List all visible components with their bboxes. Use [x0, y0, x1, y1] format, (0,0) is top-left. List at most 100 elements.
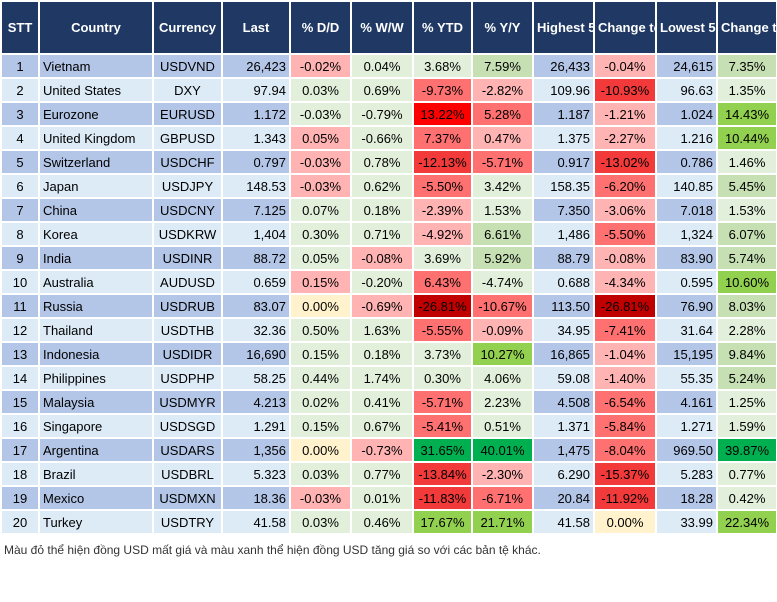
- cell-ytd: -5.55%: [412, 317, 473, 343]
- cell-ww: 0.77%: [350, 461, 414, 487]
- cell-yy: 0.47%: [471, 125, 534, 151]
- cell-high: 0.688: [532, 269, 595, 295]
- cell-low: 24,615: [655, 53, 718, 79]
- cell-ww: 0.04%: [350, 53, 414, 79]
- cell-ww: -0.69%: [350, 293, 414, 319]
- cell-low: 33.99: [655, 509, 718, 535]
- cell-currency: USDMXN: [152, 485, 223, 511]
- cell-cl: 39.87%: [716, 437, 777, 463]
- cell-currency: GBPUSD: [152, 125, 223, 151]
- cell-ch: -0.04%: [593, 53, 657, 79]
- cell-ch: -1.04%: [593, 341, 657, 367]
- cell-ytd: 6.43%: [412, 269, 473, 295]
- table-row: 4 United Kingdom GBPUSD 1.343 0.05% -0.66% 7.3…: [0, 125, 777, 151]
- cell-cl: 8.03%: [716, 293, 777, 319]
- cell-low: 55.35: [655, 365, 718, 391]
- cell-dd: 0.03%: [289, 509, 352, 535]
- cell-cl: 1.46%: [716, 149, 777, 175]
- cell-low: 96.63: [655, 77, 718, 103]
- cell-last: 1,404: [221, 221, 291, 247]
- cell-country: Mexico: [38, 485, 154, 511]
- cell-last: 7.125: [221, 197, 291, 223]
- cell-dd: 0.30%: [289, 221, 352, 247]
- cell-ytd: 7.37%: [412, 125, 473, 151]
- cell-country: Japan: [38, 173, 154, 199]
- cell-currency: USDKRW: [152, 221, 223, 247]
- cell-low: 76.90: [655, 293, 718, 319]
- cell-low: 969.50: [655, 437, 718, 463]
- cell-yy: 40.01%: [471, 437, 534, 463]
- cell-high: 59.08: [532, 365, 595, 391]
- cell-ch: -4.34%: [593, 269, 657, 295]
- cell-country: China: [38, 197, 154, 223]
- cell-high: 88.79: [532, 245, 595, 271]
- cell-currency: USDJPY: [152, 173, 223, 199]
- table-row: 3 Eurozone EURUSD 1.172 -0.03% -0.79% 13.22% 5.…: [0, 101, 777, 127]
- cell-ww: -0.08%: [350, 245, 414, 271]
- cell-stt: 2: [0, 77, 40, 103]
- header-currency: Currency: [152, 0, 223, 55]
- cell-ytd: 0.30%: [412, 365, 473, 391]
- table-row: 19 Mexico USDMXN 18.36 -0.03% 0.01% -11.83% -6.…: [0, 485, 777, 511]
- header-change-h52: Change to H52W: [593, 0, 657, 55]
- table-row: 5 Switzerland USDCHF 0.797 -0.03% 0.78% -12.13…: [0, 149, 777, 175]
- cell-stt: 1: [0, 53, 40, 79]
- cell-last: 1.291: [221, 413, 291, 439]
- cell-last: 97.94: [221, 77, 291, 103]
- table-row: 18 Brazil USDBRL 5.323 0.03% 0.77% -13.84% -2.3…: [0, 461, 777, 487]
- cell-country: Vietnam: [38, 53, 154, 79]
- cell-stt: 7: [0, 197, 40, 223]
- cell-high: 1,486: [532, 221, 595, 247]
- cell-country: Korea: [38, 221, 154, 247]
- cell-country: Eurozone: [38, 101, 154, 127]
- cell-country: Thailand: [38, 317, 154, 343]
- cell-last: 1.343: [221, 125, 291, 151]
- exchange-rate-table: STT Country Currency Last% D/D% W/W% YTD% Y…: [0, 0, 777, 535]
- cell-yy: -4.74%: [471, 269, 534, 295]
- cell-ww: 0.01%: [350, 485, 414, 511]
- cell-last: 16,690: [221, 341, 291, 367]
- table-row: 1 Vietnam USDVND 26,423 -0.02% 0.04% 3.68% 7.59…: [0, 53, 777, 79]
- cell-ww: -0.66%: [350, 125, 414, 151]
- table-row: 2 United States DXY 97.94 0.03% 0.69% -9.73% -2…: [0, 77, 777, 103]
- cell-ch: -13.02%: [593, 149, 657, 175]
- cell-high: 34.95: [532, 317, 595, 343]
- cell-currency: USDARS: [152, 437, 223, 463]
- cell-dd: 0.03%: [289, 461, 352, 487]
- cell-low: 15,195: [655, 341, 718, 367]
- cell-ww: 1.63%: [350, 317, 414, 343]
- cell-stt: 13: [0, 341, 40, 367]
- cell-country: Philippines: [38, 365, 154, 391]
- table-row: 17 Argentina USDARS 1,356 0.00% -0.73% 31.65% 4…: [0, 437, 777, 463]
- cell-country: Argentina: [38, 437, 154, 463]
- cell-yy: -10.67%: [471, 293, 534, 319]
- cell-high: 158.35: [532, 173, 595, 199]
- cell-high: 113.50: [532, 293, 595, 319]
- cell-last: 32.36: [221, 317, 291, 343]
- cell-high: 20.84: [532, 485, 595, 511]
- cell-ww: 0.78%: [350, 149, 414, 175]
- cell-country: Singapore: [38, 413, 154, 439]
- cell-currency: USDTHB: [152, 317, 223, 343]
- cell-last: 148.53: [221, 173, 291, 199]
- cell-ch: -26.81%: [593, 293, 657, 319]
- cell-stt: 5: [0, 149, 40, 175]
- cell-yy: 3.42%: [471, 173, 534, 199]
- cell-low: 5.283: [655, 461, 718, 487]
- cell-currency: USDIDR: [152, 341, 223, 367]
- cell-ww: 0.18%: [350, 341, 414, 367]
- cell-cl: 0.77%: [716, 461, 777, 487]
- cell-country: India: [38, 245, 154, 271]
- cell-ch: -3.06%: [593, 197, 657, 223]
- cell-low: 7.018: [655, 197, 718, 223]
- cell-dd: 0.05%: [289, 125, 352, 151]
- cell-ytd: 3.69%: [412, 245, 473, 271]
- cell-low: 0.786: [655, 149, 718, 175]
- cell-cl: 22.34%: [716, 509, 777, 535]
- header-high52: Highest 52W: [532, 0, 595, 55]
- cell-yy: 7.59%: [471, 53, 534, 79]
- cell-yy: -2.82%: [471, 77, 534, 103]
- cell-cl: 9.84%: [716, 341, 777, 367]
- header-stt: STT: [0, 0, 40, 55]
- cell-yy: -2.30%: [471, 461, 534, 487]
